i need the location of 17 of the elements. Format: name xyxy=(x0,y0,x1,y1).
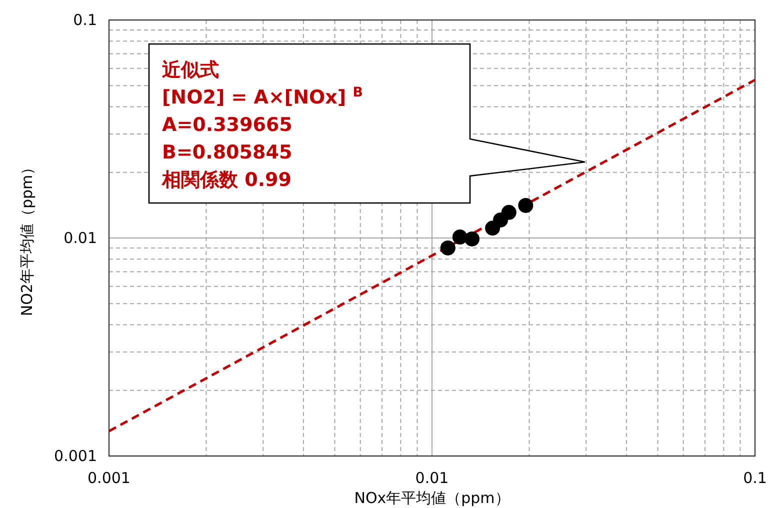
annotation: 相関係数 0.99 xyxy=(161,169,292,191)
point xyxy=(440,240,456,256)
annotation: [NO2] = A×[NOx] $^{B}$ xyxy=(162,85,363,108)
y-tick-label: 0.01 xyxy=(64,229,97,247)
point xyxy=(464,231,480,246)
annotation: 近似式 xyxy=(161,59,219,81)
annotation: A=0.339665 xyxy=(162,114,292,136)
x-tick-label: 0.001 xyxy=(88,469,130,487)
y-axis-title: NO2年平均値（ppm） xyxy=(18,160,36,316)
x-axis-title: NOx年平均値（ppm） xyxy=(354,489,510,507)
x-tick-label: 0.01 xyxy=(415,469,449,487)
point xyxy=(518,198,534,213)
point xyxy=(452,230,468,245)
annotation: B=0.805845 xyxy=(162,142,292,164)
x-tick-label: 0.1 xyxy=(743,469,767,487)
y-tick-label: 0.001 xyxy=(54,447,97,465)
y-tick-label: 0.1 xyxy=(73,11,97,29)
